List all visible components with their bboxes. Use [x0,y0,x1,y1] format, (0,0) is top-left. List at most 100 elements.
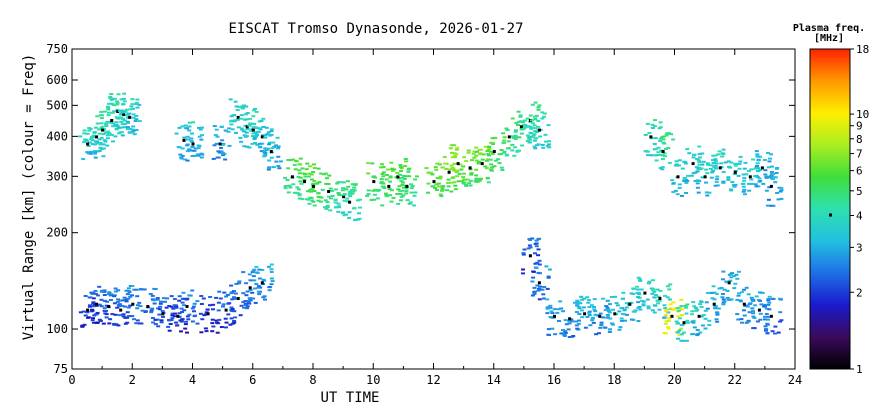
echo-mark [666,319,671,322]
echo-mark [684,192,689,194]
echo-mark [711,154,716,157]
x-tick-label: 22 [728,373,742,387]
echo-mark [458,163,463,166]
echo-mark [655,288,660,291]
colorbar-marker [829,213,832,217]
echo-mark [756,158,761,161]
echo-mark [722,288,727,291]
echo-mark [437,163,442,166]
echo-mark [195,300,200,303]
echo-mark [638,308,643,311]
echo-mark [536,108,541,111]
colorbar-tick-label: 10 [856,108,869,121]
echo-mark [636,320,641,322]
echo-mark [534,114,539,117]
echo-mark [180,297,185,300]
echo-mark [771,204,776,207]
echo-mark [214,128,219,131]
echo-mark [481,153,486,156]
echo-mark [229,306,234,309]
echo-mark [608,303,612,306]
echo-mark [697,163,702,166]
echo-mark [668,303,673,306]
echo-trace-point [697,314,701,318]
echo-mark [624,306,629,309]
echo-mark [530,122,535,125]
echo-mark [276,155,281,158]
echo-mark [773,332,777,335]
echo-mark [131,113,136,116]
echo-mark [252,122,257,125]
echo-mark [620,319,624,322]
echo-mark [120,304,125,307]
echo-trace-point [342,195,346,199]
echo-mark [179,320,184,323]
echo-mark [222,152,227,155]
echo-mark [537,298,542,301]
echo-mark [527,141,532,144]
echo-mark [506,140,511,143]
x-tick-label: 20 [667,373,681,387]
echo-mark [310,178,314,181]
echo-mark [158,302,163,305]
echo-mark [82,323,87,326]
echo-mark [585,316,590,318]
echo-mark [183,327,188,330]
echo-mark [449,151,454,154]
echo-mark [260,142,265,145]
echo-mark [671,308,676,311]
echo-mark [136,304,140,307]
echo-mark [234,283,239,285]
echo-mark [521,272,525,275]
echo-mark [725,281,729,284]
echo-mark [522,119,527,122]
echo-mark [121,315,126,318]
echo-mark [621,297,626,300]
echo-mark [116,298,120,301]
echo-mark [755,176,760,178]
echo-mark [505,129,510,132]
echo-mark [125,128,130,131]
echo-trace-point [769,314,773,318]
echo-mark [527,125,532,128]
echo-mark [536,289,541,292]
y-tick-label: 750 [46,42,68,56]
echo-mark [216,309,221,312]
echo-mark [656,151,661,154]
echo-mark [575,327,580,330]
echo-mark [595,314,600,317]
echo-mark [104,125,109,127]
echo-mark [336,192,341,194]
echo-mark [685,179,690,182]
echo-mark [646,305,651,308]
echo-mark [744,173,749,176]
echo-mark [533,147,538,150]
echo-mark [705,172,710,175]
echo-mark [652,290,657,293]
echo-mark [97,150,102,152]
echo-mark [270,280,275,283]
echo-mark [270,277,274,280]
echo-mark [283,176,287,179]
echo-mark [112,302,117,305]
echo-mark [102,110,107,113]
echo-mark [751,298,756,301]
echo-mark [409,183,413,186]
echo-mark [698,168,703,171]
echo-mark [750,182,755,185]
echo-mark [707,319,712,322]
echo-mark [455,169,460,172]
echo-mark [525,134,530,137]
echo-mark [563,332,568,334]
echo-mark [120,111,125,114]
echo-mark [214,319,219,322]
echo-mark [323,172,328,175]
echo-mark [251,275,256,278]
echo-mark [472,156,477,159]
echo-mark [398,199,403,202]
echo-mark [208,296,213,298]
echo-mark [502,151,507,154]
echo-mark [682,177,687,179]
echo-mark [773,325,778,328]
echo-mark [679,308,684,311]
